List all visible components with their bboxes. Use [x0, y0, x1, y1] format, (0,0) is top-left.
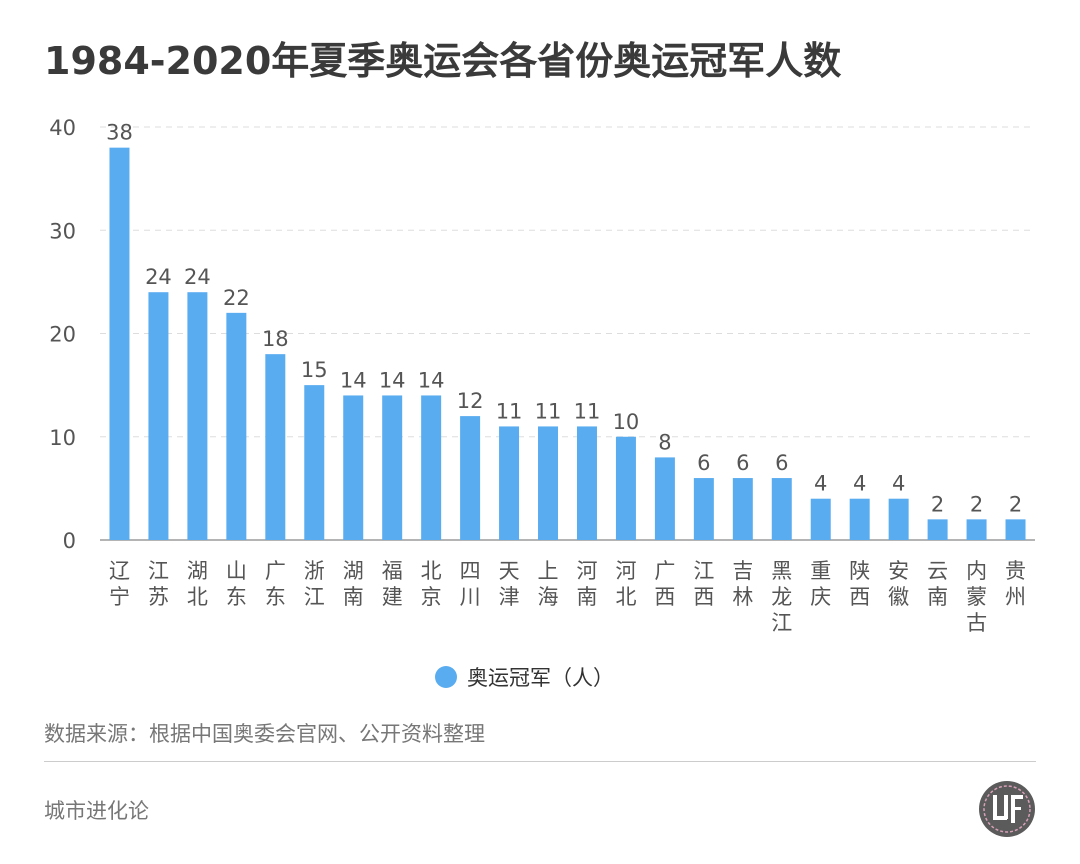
data-label: 6 [736, 451, 749, 475]
data-label: 14 [418, 368, 445, 392]
y-tick-label: 40 [49, 116, 76, 140]
bar [421, 395, 442, 540]
bar [1005, 519, 1026, 540]
data-label: 4 [892, 472, 905, 496]
bar [771, 478, 792, 540]
y-tick-label: 20 [49, 323, 76, 347]
data-label: 22 [223, 286, 250, 310]
data-label: 2 [1009, 492, 1022, 516]
data-label: 24 [184, 265, 211, 289]
x-tick-label: 河南 [576, 559, 597, 609]
data-label: 6 [697, 451, 710, 475]
bar [382, 395, 403, 540]
bar [304, 385, 325, 540]
source-note: 数据来源：根据中国奥委会官网、公开资料整理 [44, 722, 485, 746]
y-tick-label: 10 [49, 426, 76, 450]
x-tick-label: 天津 [499, 559, 520, 609]
y-tick-label: 30 [49, 219, 76, 243]
x-tick-label: 福建 [382, 559, 403, 609]
x-tick-label: 湖北 [187, 559, 208, 609]
bar [927, 519, 948, 540]
data-label: 6 [775, 451, 788, 475]
x-tick-label: 湖南 [343, 559, 364, 609]
x-tick-label: 四川 [460, 559, 481, 609]
bar [732, 478, 753, 540]
y-tick-label: 0 [63, 529, 76, 553]
x-tick-label: 广西 [654, 559, 675, 609]
bar [226, 312, 247, 540]
bar [615, 436, 636, 540]
x-tick-label: 江苏 [148, 559, 169, 609]
x-tick-label: 吉林 [732, 559, 753, 609]
data-label: 2 [970, 492, 983, 516]
legend-marker [435, 666, 457, 688]
x-tick-label: 内蒙古 [966, 559, 987, 635]
data-label: 8 [658, 430, 671, 454]
x-tick-label: 河北 [615, 559, 636, 609]
legend: 奥运冠军（人） [435, 662, 614, 692]
data-label: 38 [106, 121, 133, 145]
data-label: 11 [535, 399, 562, 423]
data-label: 11 [496, 399, 523, 423]
bar [654, 457, 675, 540]
data-label: 11 [574, 399, 601, 423]
bar [265, 354, 286, 540]
data-label: 24 [145, 265, 172, 289]
data-label: 12 [457, 389, 484, 413]
chart-title: 1984-2020年夏季奥运会各省份奥运冠军人数 [44, 39, 842, 83]
data-label: 14 [340, 368, 367, 392]
data-label: 2 [931, 492, 944, 516]
bar [460, 416, 481, 540]
x-tick-label: 山东 [226, 559, 247, 609]
data-label: 10 [613, 410, 640, 434]
x-tick-label: 辽宁 [109, 559, 130, 609]
bar [888, 498, 909, 540]
x-tick-label: 云南 [927, 559, 948, 609]
bar [148, 292, 169, 540]
data-label: 4 [814, 472, 827, 496]
bar [109, 147, 130, 540]
brand-name: 城市进化论 [44, 799, 149, 823]
x-tick-label: 黑龙江 [771, 559, 792, 635]
divider [44, 761, 1036, 762]
bar [538, 426, 559, 540]
bar [693, 478, 714, 540]
brand-logo-icon [979, 781, 1035, 837]
x-tick-label: 北京 [421, 559, 442, 609]
data-label: 15 [301, 358, 328, 382]
bar [849, 498, 870, 540]
x-tick-label: 广东 [265, 559, 286, 609]
bar [576, 426, 597, 540]
x-tick-label: 贵州 [1005, 559, 1026, 609]
bar [187, 292, 208, 540]
x-tick-label: 浙江 [304, 559, 325, 609]
x-tick-label: 陕西 [849, 559, 870, 609]
bar [499, 426, 520, 540]
bar [966, 519, 987, 540]
data-label: 4 [853, 472, 866, 496]
x-tick-label: 重庆 [810, 559, 831, 609]
x-tick-label: 上海 [538, 559, 559, 609]
data-label: 14 [379, 368, 406, 392]
x-tick-label: 安徽 [888, 559, 909, 609]
bar [810, 498, 831, 540]
data-label: 18 [262, 327, 289, 351]
legend-label: 奥运冠军（人） [467, 666, 614, 690]
x-tick-label: 江西 [693, 559, 714, 609]
bar [343, 395, 364, 540]
